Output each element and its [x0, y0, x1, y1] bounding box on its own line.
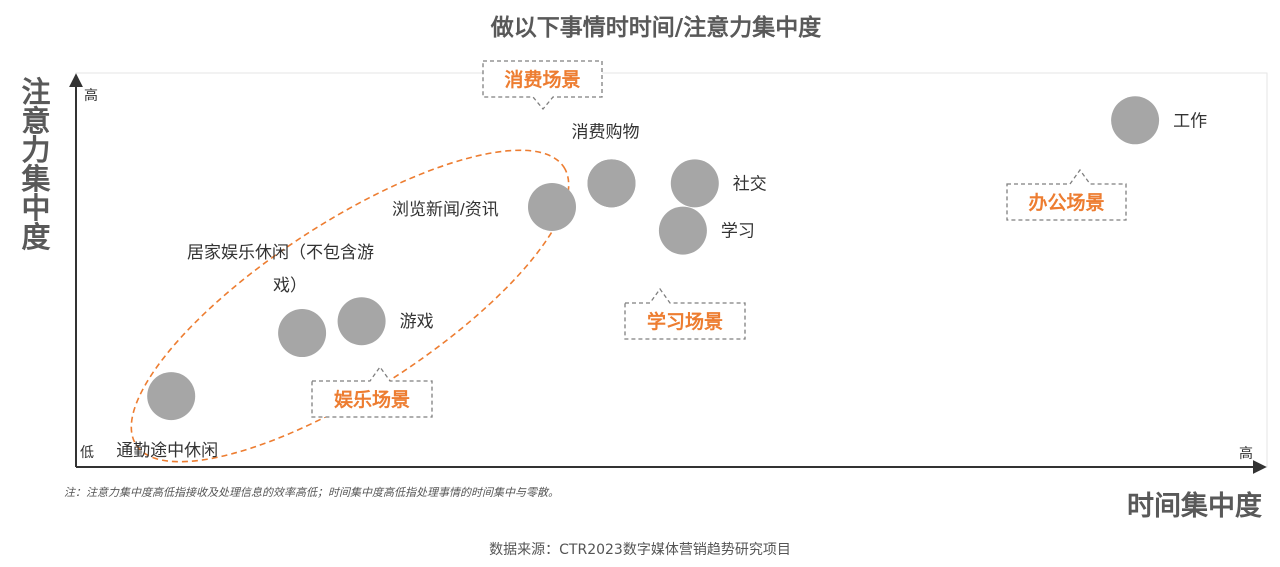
footnote: 注：注意力集中度高低指接收及处理信息的效率高低；时间集中度高低指处理事情的时间集…	[64, 486, 559, 499]
group-label-1: 学习场景	[647, 310, 723, 333]
y-axis-title: 注意力集中度	[21, 75, 51, 254]
point-label-6: 社交	[733, 174, 767, 193]
group-box-0	[482, 60, 603, 111]
data-point-3	[528, 182, 576, 231]
data-point-2	[337, 297, 386, 346]
point-label-7: 学习	[721, 222, 755, 241]
plot-frame	[75, 72, 1268, 468]
point-label-3: 浏览新闻/资讯	[392, 200, 499, 219]
data-source: 数据来源：CTR2023数字媒体营销趋势研究项目	[489, 542, 791, 558]
points-layer	[147, 96, 1160, 421]
group-box-2	[1006, 168, 1127, 221]
entertainment-ellipse	[130, 149, 570, 463]
data-point-7	[658, 206, 707, 255]
y-tick-high: 高	[84, 87, 98, 103]
data-point-8	[1111, 96, 1160, 145]
annotation-line-1: 居家娱乐休闲（不包含游	[187, 243, 374, 262]
data-point-0	[147, 372, 196, 421]
data-point-5	[587, 159, 636, 208]
group-box-3	[311, 365, 433, 418]
point-label-8: 工作	[1173, 111, 1207, 130]
chart-title: 做以下事情时时间/注意力集中度	[490, 15, 822, 41]
annotation-line-2: 戏）	[273, 276, 307, 295]
point-label-5: 消费购物	[572, 122, 640, 141]
group-box-1	[624, 287, 746, 340]
group-label-0: 消费场景	[504, 68, 580, 91]
point-label-2: 游戏	[400, 312, 434, 331]
point-label-0: 通勤途中休闲	[116, 441, 218, 460]
y-tick-low: 低	[80, 444, 94, 460]
x-axis-title: 时间集中度	[1127, 491, 1262, 522]
group-label-2: 办公场景	[1028, 191, 1104, 214]
group-label-3: 娱乐场景	[334, 388, 410, 411]
data-point-1	[278, 309, 327, 358]
data-point-6	[670, 159, 719, 208]
x-tick-high: 高	[1239, 445, 1253, 461]
